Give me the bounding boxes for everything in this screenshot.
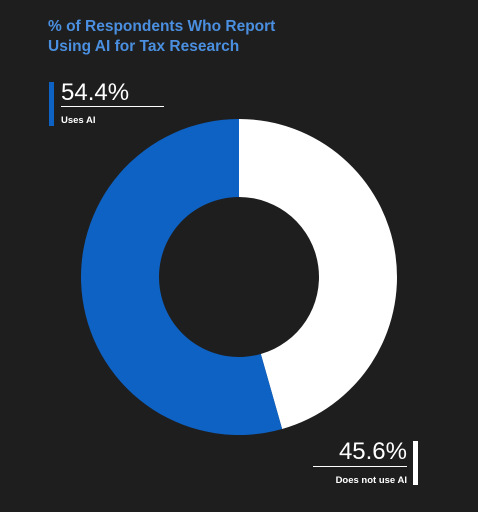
slice-value-uses-ai: 54.4%: [61, 79, 130, 106]
chart-title: % of Respondents Who Report Using AI for…: [48, 17, 448, 57]
slice-label-does-not-use-ai: Does not use AI: [335, 475, 407, 486]
donut-slice-uses-ai: [81, 119, 283, 435]
label-rule: [313, 466, 407, 467]
data-label-does-not-use-ai: 45.6% Does not use AI: [313, 437, 418, 487]
label-accent-bar-blue: [49, 82, 54, 126]
label-rule: [61, 106, 164, 107]
donut-slices: [81, 119, 398, 435]
slice-label-uses-ai: Uses AI: [61, 115, 96, 126]
donut-slice-does-not-use-ai: [239, 119, 398, 430]
slice-value-does-not-use-ai: 45.6%: [338, 438, 407, 465]
chart-title-line-2: Using AI for Tax Research: [48, 38, 240, 55]
chart-title-line-1: % of Respondents Who Report: [48, 18, 276, 35]
label-accent-bar-white: [413, 441, 418, 485]
